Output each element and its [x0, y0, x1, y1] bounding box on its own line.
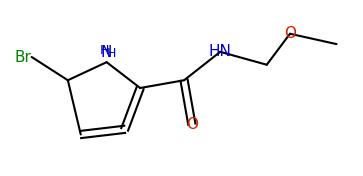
Text: N: N	[101, 45, 112, 60]
Text: Br: Br	[15, 49, 32, 65]
Text: O: O	[284, 26, 296, 41]
Text: H: H	[107, 47, 116, 60]
Text: O: O	[186, 117, 198, 132]
Text: H: H	[99, 44, 109, 57]
Text: HN: HN	[209, 44, 232, 59]
